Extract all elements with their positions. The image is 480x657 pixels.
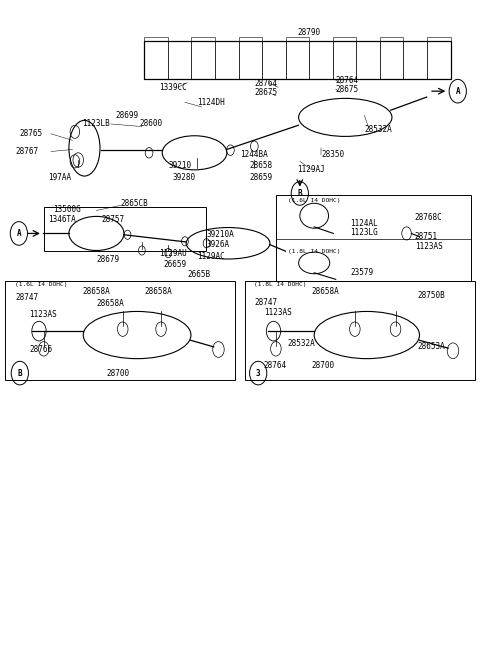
Text: 28699: 28699 [116,111,139,120]
Text: (1.8L I4 DOHC): (1.8L I4 DOHC) [254,282,307,287]
Text: 28532A: 28532A [288,339,316,348]
Text: 28658A: 28658A [144,286,172,296]
Text: 3: 3 [256,369,261,378]
Text: 1129AJ: 1129AJ [298,166,325,174]
Text: 28768C: 28768C [415,213,443,221]
Text: 28675: 28675 [254,88,277,97]
Text: 28653A: 28653A [417,342,445,351]
Text: B: B [298,189,302,198]
Text: A: A [17,229,21,238]
Text: 1123AS: 1123AS [29,309,57,319]
Text: 28764: 28764 [254,79,277,88]
Text: 28751: 28751 [415,232,438,241]
Text: 28675: 28675 [336,85,359,94]
Text: 28766: 28766 [29,345,52,354]
Text: A: A [456,87,460,96]
Text: 28532A: 28532A [364,125,392,134]
Text: 28350: 28350 [322,150,345,159]
Text: B: B [18,369,22,378]
Text: 28747: 28747 [15,292,38,302]
Text: 2865CB: 2865CB [120,200,148,208]
Text: 1346TA: 1346TA [48,215,76,223]
Text: (1.6L I4 DOHC): (1.6L I4 DOHC) [288,198,340,202]
Text: 1123LG: 1123LG [350,227,378,237]
Text: 26659: 26659 [163,260,187,269]
Text: 1123LB: 1123LB [82,120,110,129]
Text: 28658A: 28658A [82,286,110,296]
Text: 28700: 28700 [312,361,335,371]
Text: 28790: 28790 [298,28,321,37]
Text: 28747: 28747 [254,298,277,307]
Text: 23579: 23579 [350,268,373,277]
Text: 28658A: 28658A [312,286,339,296]
Text: 39210: 39210 [168,162,192,170]
Text: 28757: 28757 [101,215,124,223]
Text: 1123AS: 1123AS [264,307,292,317]
Text: 3926A: 3926A [206,240,229,249]
Text: 1123AS: 1123AS [415,242,443,251]
Text: 1339CC: 1339CC [158,83,186,92]
Text: 13500G: 13500G [53,206,81,214]
Text: 28600: 28600 [140,120,163,129]
Text: 1129AC: 1129AC [197,252,225,261]
Text: 197AA: 197AA [48,173,72,182]
Text: 39280: 39280 [173,173,196,182]
Text: (1.6L I4 DOHC): (1.6L I4 DOHC) [15,282,68,287]
Text: (1.8L I4 DOHC): (1.8L I4 DOHC) [288,248,340,254]
Text: 28700: 28700 [106,369,129,378]
Text: 1129AU: 1129AU [158,249,186,258]
Text: 28767: 28767 [15,147,38,156]
Text: 28750B: 28750B [417,291,445,300]
Text: 1124AL: 1124AL [350,219,378,228]
Text: 28765: 28765 [20,129,43,138]
Text: 28764: 28764 [336,76,359,85]
Text: 28764: 28764 [264,361,287,371]
Text: 1124DH: 1124DH [197,98,225,107]
Text: 2665B: 2665B [187,270,210,279]
Text: 28658A: 28658A [96,299,124,308]
Text: 28659: 28659 [250,173,273,182]
Text: 28658: 28658 [250,162,273,170]
Text: 28679: 28679 [96,254,120,263]
Text: 39210A: 39210A [206,230,234,239]
Text: 1244BA: 1244BA [240,150,268,159]
